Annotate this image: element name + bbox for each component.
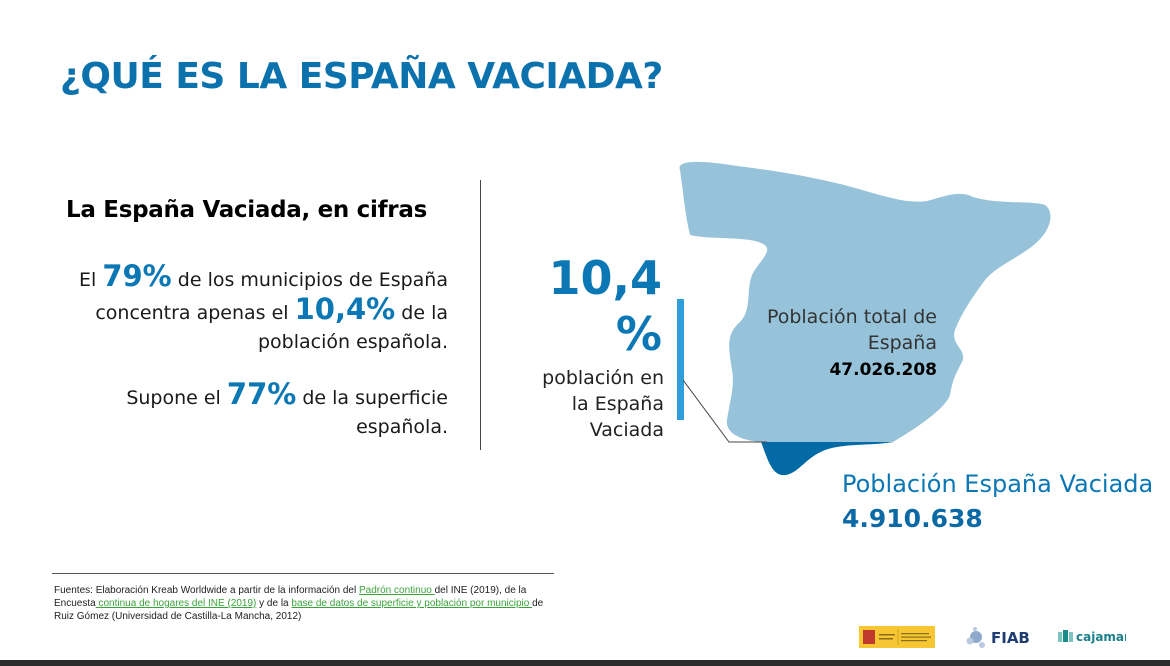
total-population-value: 47.026.208 (829, 360, 937, 380)
cajamar-logo: cajamar (1056, 627, 1130, 653)
link-encuesta[interactable]: continua de hogares del INE (2019) (95, 598, 257, 609)
highlight-77: 77% (226, 377, 297, 411)
text: El (78, 269, 103, 291)
text: de la población española. (257, 302, 448, 353)
link-base-datos[interactable]: base de datos de superficie y población … (291, 598, 533, 609)
text: de los municipios de España concentra ap… (95, 269, 448, 324)
section-subtitle: La España Vaciada, en cifras (66, 197, 427, 223)
total-population-label: Población total de España (766, 306, 937, 354)
stat-paragraph-municipios: El 79% de los municipios de España conce… (48, 262, 448, 357)
vaciada-population-value: 4.910.638 (842, 504, 983, 533)
stat-bar (677, 299, 684, 420)
big-stat-value: 10,4 % (548, 251, 663, 361)
link-padron[interactable]: Padrón continuo (358, 585, 435, 596)
bottom-bar (0, 660, 1170, 666)
text: y de la (256, 598, 292, 609)
text: de la superficie española. (296, 387, 448, 438)
connector-line (682, 379, 767, 443)
text: Supone el (126, 387, 227, 409)
cajamar-text: cajamar (1076, 630, 1126, 644)
footnote-divider (52, 573, 554, 574)
text: del INE (2019), de la Encuesta (54, 585, 527, 609)
map-total-region (679, 161, 1051, 442)
page-title: ¿QUÉ ES LA ESPAÑA VACIADA? (60, 56, 663, 97)
fiab-logo: FIAB (964, 625, 1034, 653)
fiab-text: FIAB (991, 629, 1030, 647)
highlight-10-4: 10,4% (294, 292, 396, 326)
footnote: Fuentes: Elaboración Kreab Worldwide a p… (54, 584, 564, 623)
big-stat-caption: población en la España Vaciada (542, 367, 664, 441)
divider (480, 180, 481, 450)
text: Fuentes: Elaboración Kreab Worldwide a p… (54, 585, 359, 596)
gobierno-logo (859, 626, 935, 648)
total-population: Población total de España 47.026.208 (740, 304, 937, 383)
map-vaciada-region (761, 442, 893, 476)
text: de Ruiz Gómez (Universidad de Castilla-L… (54, 598, 544, 622)
vaciada-population-label: Población España Vaciada (842, 470, 1154, 498)
highlight-79: 79% (102, 259, 172, 293)
stat-paragraph-superficie: Supone el 77% de la superficie española. (108, 380, 448, 442)
